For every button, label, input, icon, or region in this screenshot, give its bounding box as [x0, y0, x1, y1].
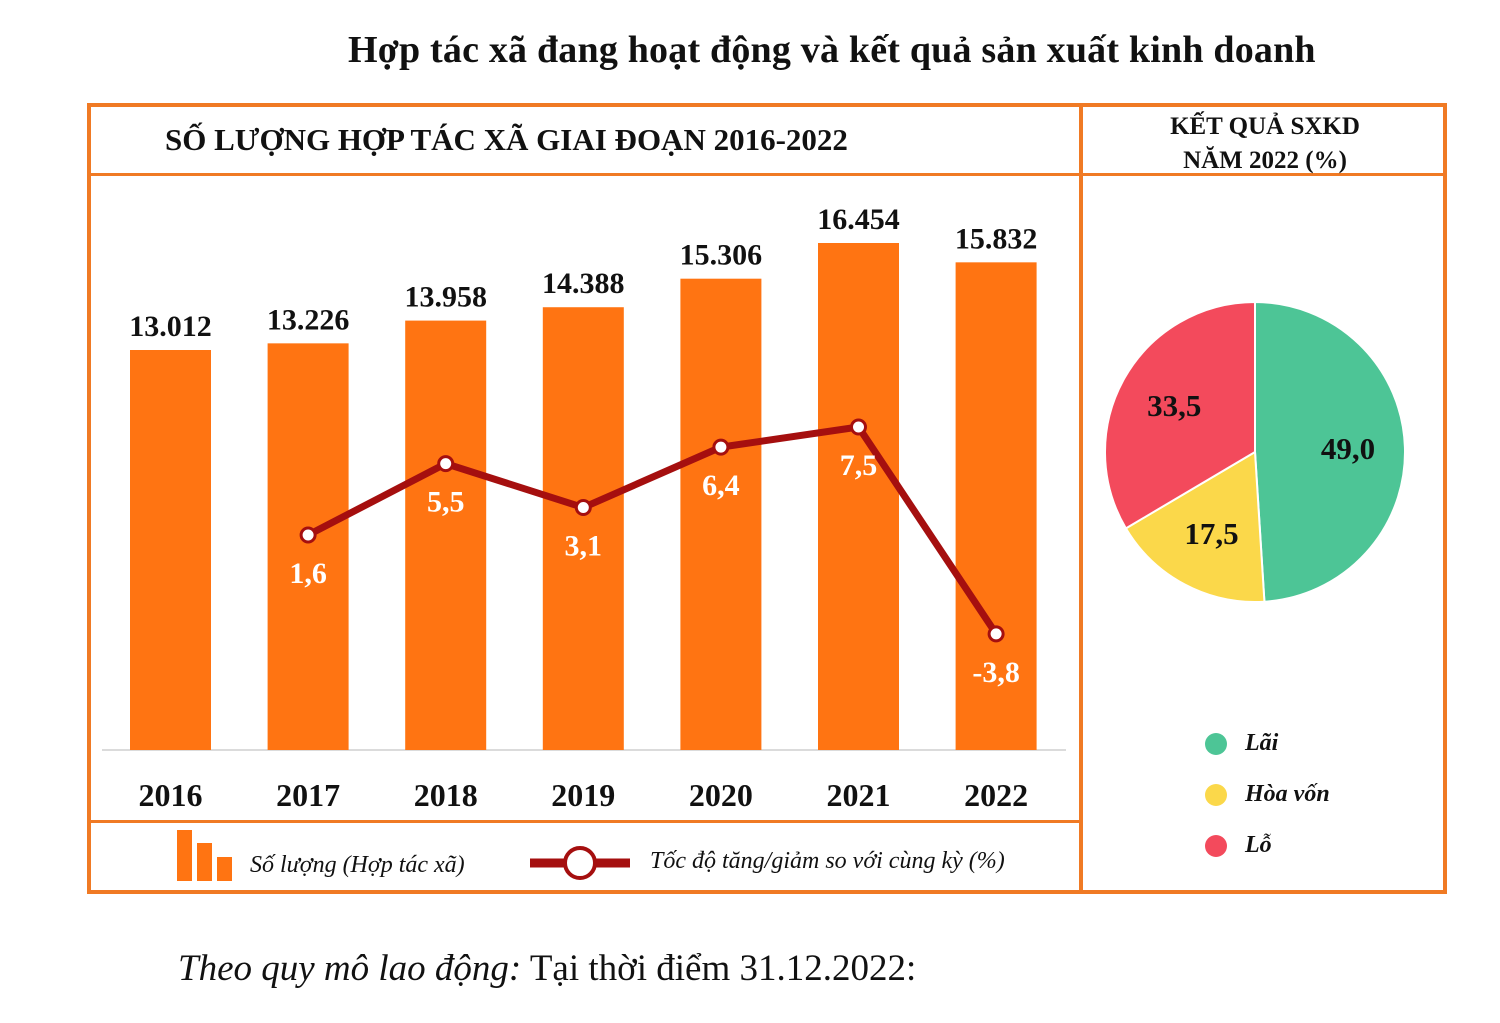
bar-value-label-2020: 15.306: [680, 239, 763, 272]
growth-rate-label-2020: 6,4: [702, 469, 740, 502]
growth-rate-point-2020: [712, 438, 730, 456]
legend-bars-icon-2: [197, 843, 212, 881]
growth-rate-line: [306, 423, 1000, 636]
x-tick-label-2018: 2018: [414, 777, 478, 813]
frame-divider-title: [87, 173, 1447, 176]
x-tick-label-2022: 2022: [964, 777, 1028, 813]
legend-line-marker-icon: [563, 846, 597, 880]
legend-bars-icon-3: [217, 857, 232, 881]
x-tick-label-2017: 2017: [276, 777, 340, 813]
bar-value-label-2018: 13.958: [404, 281, 487, 314]
pie-value-label-lo: 33,5: [1147, 388, 1201, 423]
footer-normal: Tại thời điểm 31.12.2022:: [521, 948, 917, 989]
main-title: Hợp tác xã đang hoạt động và kết quả sản…: [348, 29, 1316, 71]
pie-title-line-2: NĂM 2022 (%): [1183, 147, 1347, 174]
growth-rate-label-2021: 7,5: [840, 449, 878, 482]
bar-2020: [680, 278, 762, 750]
footer-italic: Theo quy mô lao động:: [178, 948, 522, 989]
pie-slice-lai: [1254, 300, 1406, 603]
growth-rate-point-2017: [299, 526, 317, 544]
x-tick-label-2020: 2020: [689, 777, 753, 813]
growth-rate-label-2018: 5,5: [427, 486, 465, 519]
bar-value-label-2017: 13.226: [267, 303, 350, 336]
pie-slice-lo: [1104, 300, 1256, 530]
pie-slice-hoa-von: [1124, 450, 1266, 603]
bar-value-label-2021: 16.454: [817, 203, 900, 236]
growth-rate-label-2017: 1,6: [289, 557, 327, 590]
x-tick-label-2016: 2016: [139, 777, 203, 813]
pie-value-label-lai: 49,0: [1321, 431, 1375, 466]
bar-2018: [405, 320, 487, 750]
pie-legend-label-lai: Lãi: [1245, 730, 1279, 756]
pie-legend-swatch-lai: [1205, 733, 1227, 755]
bar-2022: [955, 262, 1037, 750]
pie-legend-label-lo: Lỗ: [1245, 832, 1272, 858]
footer-text: Theo quy mô lao động: Tại thời điểm 31.1…: [178, 947, 916, 990]
x-tick-label-2019: 2019: [551, 777, 615, 813]
bar-value-label-2022: 15.832: [955, 222, 1038, 255]
legend-label-line: Tốc độ tăng/giảm so với cùng kỳ (%): [650, 848, 1005, 874]
frame-divider-vertical: [1079, 103, 1083, 894]
pie-chart-title: KẾT QUẢ SXKD NĂM 2022 (%): [1083, 110, 1447, 178]
bar-2021: [818, 243, 899, 750]
frame-divider-legend: [87, 820, 1081, 823]
bar-value-label-2016: 13.012: [129, 310, 212, 343]
bar-2019: [542, 307, 624, 750]
chart-frame: [87, 103, 1447, 894]
pie-title-line-1: KẾT QUẢ SXKD: [1170, 113, 1360, 140]
legend-bars-icon-1: [177, 830, 192, 881]
bar-2017: [267, 343, 349, 750]
x-tick-label-2021: 2021: [827, 777, 891, 813]
growth-rate-point-2018: [437, 455, 455, 473]
bar-2016: [130, 350, 211, 750]
pie-legend-swatch-hoa-von: [1205, 784, 1227, 806]
growth-rate-label-2022: -3,8: [972, 656, 1020, 689]
pie-legend-swatch-lo: [1205, 835, 1227, 857]
bar-value-label-2019: 14.388: [542, 267, 625, 300]
growth-rate-point-2022: [987, 625, 1005, 643]
legend-label-bars: Số lượng (Hợp tác xã): [250, 852, 465, 878]
pie-legend-label-hoa-von: Hòa vốn: [1245, 781, 1330, 807]
growth-rate-point-2021: [850, 418, 867, 436]
pie-value-label-hoa-von: 17,5: [1184, 516, 1238, 551]
bar-chart-title: SỐ LƯỢNG HỢP TÁC XÃ GIAI ĐOẠN 2016-2022: [165, 122, 848, 157]
growth-rate-point-2019: [574, 499, 592, 517]
growth-rate-label-2019: 3,1: [565, 530, 603, 563]
